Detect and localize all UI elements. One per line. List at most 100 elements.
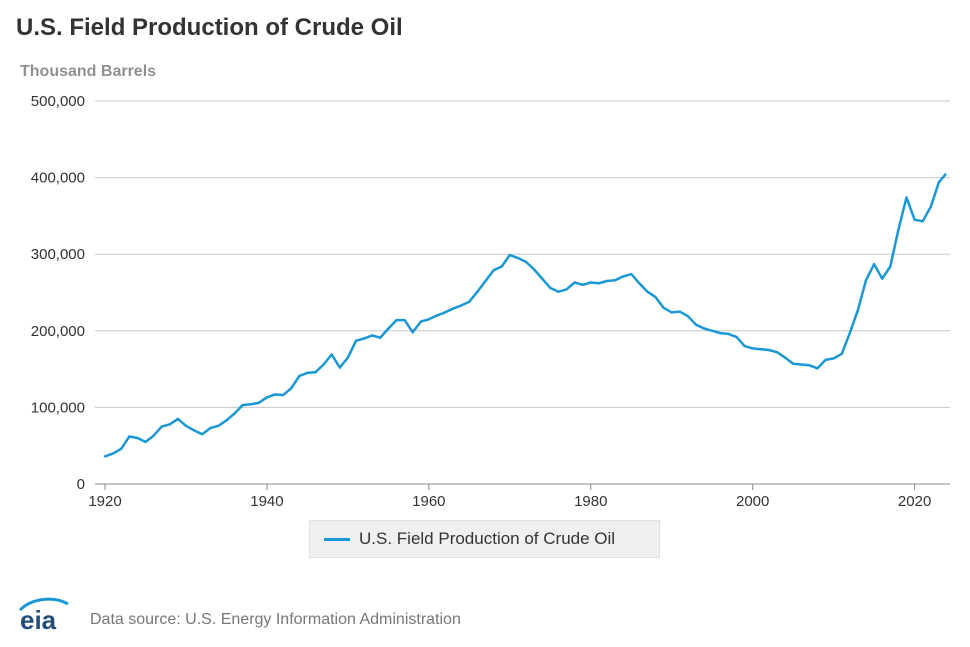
data-point xyxy=(889,265,892,268)
data-point xyxy=(249,403,252,406)
data-point xyxy=(419,320,422,323)
data-source-note: Data source: U.S. Energy Information Adm… xyxy=(90,611,461,628)
data-point xyxy=(581,283,584,286)
data-point xyxy=(638,282,641,285)
data-point xyxy=(694,323,698,326)
legend-swatch xyxy=(324,537,350,541)
data-point xyxy=(881,277,884,280)
data-point xyxy=(532,268,536,271)
data-point xyxy=(136,436,139,440)
data-point xyxy=(613,279,617,282)
data-point xyxy=(524,260,528,264)
data-point xyxy=(549,286,552,290)
data-point xyxy=(670,311,673,314)
data-point xyxy=(492,269,495,272)
data-point xyxy=(443,311,447,314)
data-point xyxy=(662,306,665,309)
data-point xyxy=(411,331,414,334)
data-point xyxy=(379,336,382,339)
data-point xyxy=(743,344,746,348)
data-point xyxy=(719,331,722,335)
data-point xyxy=(314,371,317,374)
data-point xyxy=(281,393,285,397)
data-point xyxy=(225,419,228,422)
data-point xyxy=(751,347,754,350)
eia-logo: eia xyxy=(18,597,69,635)
data-point xyxy=(646,290,649,293)
data-point xyxy=(783,356,787,359)
legend-label: U.S. Field Production of Crude Oil xyxy=(359,529,616,548)
data-point xyxy=(792,362,795,365)
data-point xyxy=(824,358,827,362)
data-point xyxy=(840,352,843,355)
data-point xyxy=(152,434,155,437)
y-tick-label: 100,000 xyxy=(31,399,85,416)
x-tick-label: 1940 xyxy=(250,493,283,510)
data-point xyxy=(338,366,341,369)
data-point xyxy=(816,367,819,370)
data-point xyxy=(201,433,204,436)
data-point xyxy=(589,281,592,284)
x-tick-label: 2000 xyxy=(736,493,769,510)
data-point xyxy=(306,371,309,375)
y-axis-unit-label: Thousand Barrels xyxy=(20,63,157,80)
data-point xyxy=(103,455,107,458)
data-point xyxy=(176,417,180,421)
data-point xyxy=(354,339,358,342)
data-point xyxy=(808,364,811,367)
y-tick-label: 500,000 xyxy=(31,93,85,110)
x-tick-label: 1960 xyxy=(412,493,445,510)
data-point xyxy=(468,300,471,303)
data-point xyxy=(111,452,115,455)
data-point xyxy=(605,279,609,283)
x-tick-label: 1980 xyxy=(574,493,607,510)
x-tick-label: 2020 xyxy=(898,493,931,510)
data-point xyxy=(864,279,868,282)
data-point xyxy=(451,307,455,310)
data-point xyxy=(322,363,325,366)
x-axis: 1920 1940 1960 1980 2000 2020 xyxy=(88,483,950,510)
data-point xyxy=(120,447,123,450)
data-point xyxy=(508,253,511,257)
y-tick-label: 0 xyxy=(77,476,85,493)
data-point xyxy=(387,327,390,330)
data-point xyxy=(759,348,762,351)
data-point xyxy=(573,281,576,284)
data-point xyxy=(929,205,932,208)
data-point xyxy=(233,412,236,415)
gridlines xyxy=(95,100,950,408)
data-point xyxy=(330,353,333,356)
data-point xyxy=(767,348,771,352)
data-point xyxy=(395,318,398,322)
y-tick-label: 200,000 xyxy=(31,323,85,340)
data-point xyxy=(775,351,779,354)
data-point xyxy=(678,310,681,313)
data-point xyxy=(597,282,601,285)
data-point xyxy=(184,424,188,427)
legend[interactable]: U.S. Field Production of Crude Oil xyxy=(309,520,660,558)
data-point xyxy=(727,332,730,336)
y-axis-tick-labels: 0 100,000 200,000 300,000 400,000 500,000 xyxy=(31,93,85,493)
data-point xyxy=(476,290,479,293)
data-point xyxy=(403,318,406,322)
data-point xyxy=(265,396,269,399)
data-point xyxy=(832,357,835,360)
data-point xyxy=(273,393,277,396)
x-tick-label: 1920 xyxy=(88,493,121,510)
data-point xyxy=(160,425,163,428)
data-point xyxy=(800,363,803,366)
data-point xyxy=(516,256,520,260)
data-point xyxy=(435,314,439,317)
data-point xyxy=(913,218,916,221)
data-point xyxy=(192,429,196,432)
data-point xyxy=(905,196,908,199)
data-point xyxy=(541,277,544,280)
data-point xyxy=(209,426,212,430)
data-point xyxy=(371,334,374,337)
data-point xyxy=(346,356,350,359)
data-point xyxy=(427,318,430,321)
data-point xyxy=(654,295,657,299)
data-point xyxy=(921,220,924,223)
data-point xyxy=(460,304,463,307)
data-point xyxy=(944,173,947,176)
